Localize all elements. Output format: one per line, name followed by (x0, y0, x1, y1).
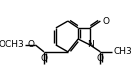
Text: O: O (102, 17, 110, 26)
Text: OCH3: OCH3 (0, 40, 24, 49)
Text: N: N (87, 40, 94, 49)
Text: O: O (97, 54, 104, 63)
Text: O: O (40, 54, 47, 63)
Text: O: O (28, 40, 35, 49)
Text: CH3: CH3 (113, 47, 131, 56)
